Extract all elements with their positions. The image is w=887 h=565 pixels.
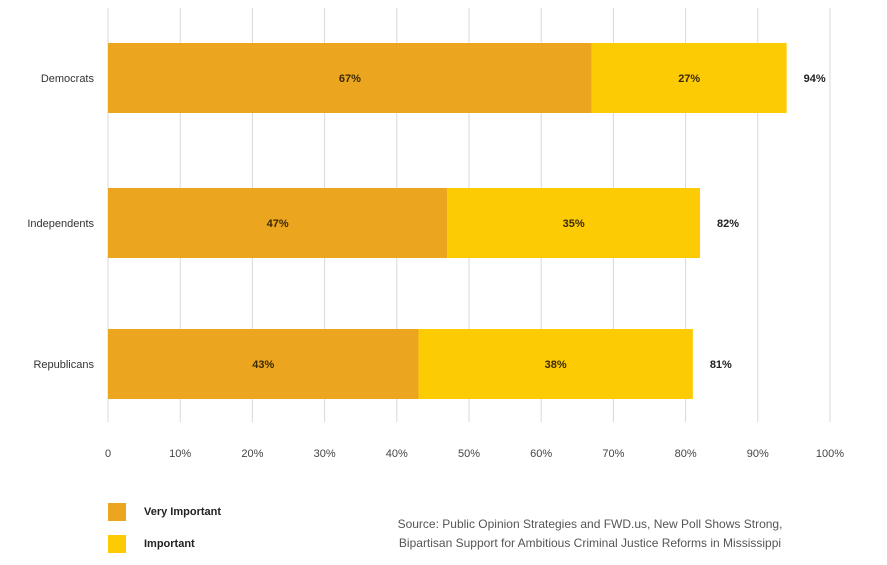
source-line-1: Source: Public Opinion Strategies and FW… bbox=[397, 517, 783, 531]
x-tick-label: 20% bbox=[241, 448, 263, 460]
bar-value-label: 27% bbox=[678, 73, 700, 85]
category-label: Democrats bbox=[41, 73, 95, 85]
bar-segment bbox=[447, 188, 701, 258]
bar-value-label: 67% bbox=[339, 73, 361, 85]
legend-item-very-important: Very Important bbox=[108, 501, 221, 523]
x-tick-label: 50% bbox=[458, 448, 480, 460]
x-tick-label: 70% bbox=[602, 448, 624, 460]
bar-value-label: 47% bbox=[267, 218, 289, 230]
category-label: Republicans bbox=[33, 359, 94, 371]
bar-value-label: 35% bbox=[563, 218, 585, 230]
total-label: 82% bbox=[717, 218, 739, 230]
x-tick-label: 100% bbox=[816, 448, 844, 460]
total-label: 81% bbox=[710, 359, 732, 371]
bar-value-label: 43% bbox=[252, 359, 274, 371]
bar-value-label: 38% bbox=[545, 359, 567, 371]
source-line-2: Bipartisan Support for Ambitious Crimina… bbox=[398, 536, 782, 550]
bar-segment bbox=[108, 43, 592, 113]
legend-swatch-very-important bbox=[108, 503, 126, 521]
stacked-bar-chart: 0 10% 20% 30% 40% 50% 60% 70% 80% 90% 100% Democrat… bbox=[27, 8, 844, 460]
x-tick-label: 80% bbox=[675, 448, 697, 460]
bar-segment bbox=[418, 329, 693, 399]
x-tick-label: 60% bbox=[530, 448, 552, 460]
x-tick-label: 0 bbox=[105, 448, 111, 460]
legend-item-important: Important bbox=[108, 533, 221, 555]
legend-label-important: Important bbox=[144, 538, 195, 550]
legend-label-very-important: Very Important bbox=[144, 506, 222, 518]
category-label: Independents bbox=[27, 218, 94, 230]
x-tick-label: 90% bbox=[747, 448, 769, 460]
legend: Very Important Important bbox=[108, 501, 221, 565]
x-tick-label: 10% bbox=[169, 448, 191, 460]
legend-swatch-important bbox=[108, 535, 126, 553]
source-note: Source: Public Opinion Strategies and FW… bbox=[300, 515, 880, 553]
x-tick-label: 30% bbox=[314, 448, 336, 460]
bar-segment bbox=[108, 188, 448, 258]
bar-segment bbox=[108, 329, 419, 399]
bar-segment bbox=[591, 43, 787, 113]
total-label: 94% bbox=[804, 73, 826, 85]
x-tick-label: 40% bbox=[386, 448, 408, 460]
